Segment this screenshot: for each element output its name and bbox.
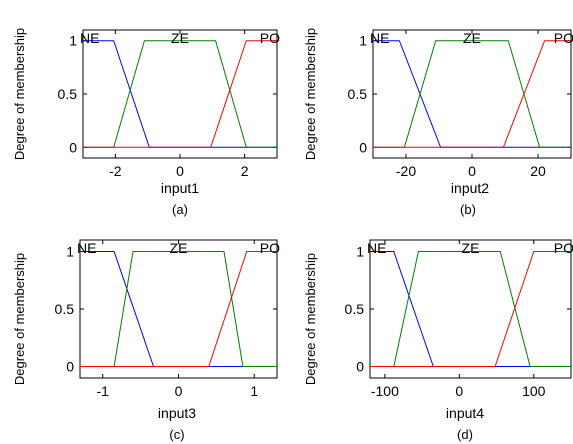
panel-d: Degree of membership input4 (d) -100 0 100… — [303, 239, 573, 442]
mf-label-ne: NE — [80, 30, 99, 46]
series-line-ne — [80, 251, 277, 367]
y-tick-label: 0 — [359, 139, 367, 155]
mf-label-ne: NE — [77, 240, 96, 256]
y-tick-label: 1 — [69, 33, 77, 49]
y-axis-label: Degree of membership — [303, 28, 318, 160]
panel-b: Degree of membership input2 (b) -20 0 20 0 0… — [303, 28, 573, 217]
y-axis-label: Degree of membership — [12, 28, 27, 160]
x-tick-label: 2 — [241, 163, 249, 179]
y-tick-label: 1 — [356, 244, 364, 260]
x-tick-label: 0 — [455, 383, 463, 399]
panel-caption: (a) — [172, 202, 188, 217]
panel-caption: (b) — [460, 202, 476, 217]
mf-label-po: PO — [260, 240, 280, 256]
series-line-ze — [83, 40, 277, 148]
y-tick-label: 0 — [356, 359, 364, 375]
mf-label-ze: ZE — [170, 240, 188, 256]
x-axis-label: input4 — [446, 405, 484, 421]
series-line-ne — [370, 251, 571, 367]
series-line-po — [80, 251, 277, 367]
panel-a: Degree of membership input1 (a) -2 0 2 0 0.5… — [12, 28, 280, 217]
mf-label-ne: NE — [370, 30, 389, 46]
y-axis-label: Degree of membership — [12, 253, 27, 385]
x-tick-label: -1 — [97, 383, 110, 399]
y-tick-label: 0.5 — [348, 86, 368, 102]
panel-caption: (d) — [457, 427, 473, 442]
mf-label-ze: ZE — [171, 30, 189, 46]
x-tick-label: 0 — [468, 163, 476, 179]
x-tick-label: -2 — [109, 163, 122, 179]
y-tick-label: 0 — [66, 359, 74, 375]
panel-caption: (c) — [169, 427, 184, 442]
y-tick-label: 1 — [359, 33, 367, 49]
y-tick-label: 0 — [69, 139, 77, 155]
series-line-po — [370, 251, 571, 367]
series-line-ze — [373, 40, 571, 148]
x-tick-label: 0 — [175, 383, 183, 399]
y-tick-label: 0.5 — [58, 86, 78, 102]
y-tick-label: 0.5 — [345, 301, 365, 317]
x-tick-label: -100 — [371, 383, 399, 399]
x-tick-label: 1 — [250, 383, 258, 399]
series-line-po — [373, 40, 571, 148]
y-axis-label: Degree of membership — [303, 253, 318, 385]
y-tick-label: 0.5 — [55, 301, 75, 317]
series-line-po — [83, 40, 277, 148]
x-axis-label: input3 — [158, 405, 196, 421]
mf-label-ze: ZE — [463, 30, 481, 46]
series-line-ze — [80, 251, 277, 367]
mf-label-po: PO — [554, 240, 573, 256]
mf-label-po: PO — [260, 30, 280, 46]
series-line-ne — [83, 40, 277, 148]
x-axis-label: input1 — [161, 180, 199, 196]
plot-frame — [82, 29, 278, 159]
plot-frame — [79, 239, 278, 379]
x-tick-label: 0 — [176, 163, 184, 179]
plot-frame — [369, 239, 572, 379]
mf-label-ze: ZE — [462, 240, 480, 256]
series-line-ne — [373, 40, 571, 148]
panel-c: Degree of membership input3 (c) -1 0 1 0 0.5… — [12, 239, 280, 442]
y-tick-label: 1 — [66, 244, 74, 260]
x-tick-label: 20 — [530, 163, 546, 179]
x-tick-label: 100 — [522, 383, 546, 399]
x-tick-label: -20 — [396, 163, 416, 179]
x-axis-label: input2 — [451, 180, 489, 196]
mf-label-ne: NE — [367, 240, 386, 256]
mf-label-po: PO — [554, 30, 573, 46]
